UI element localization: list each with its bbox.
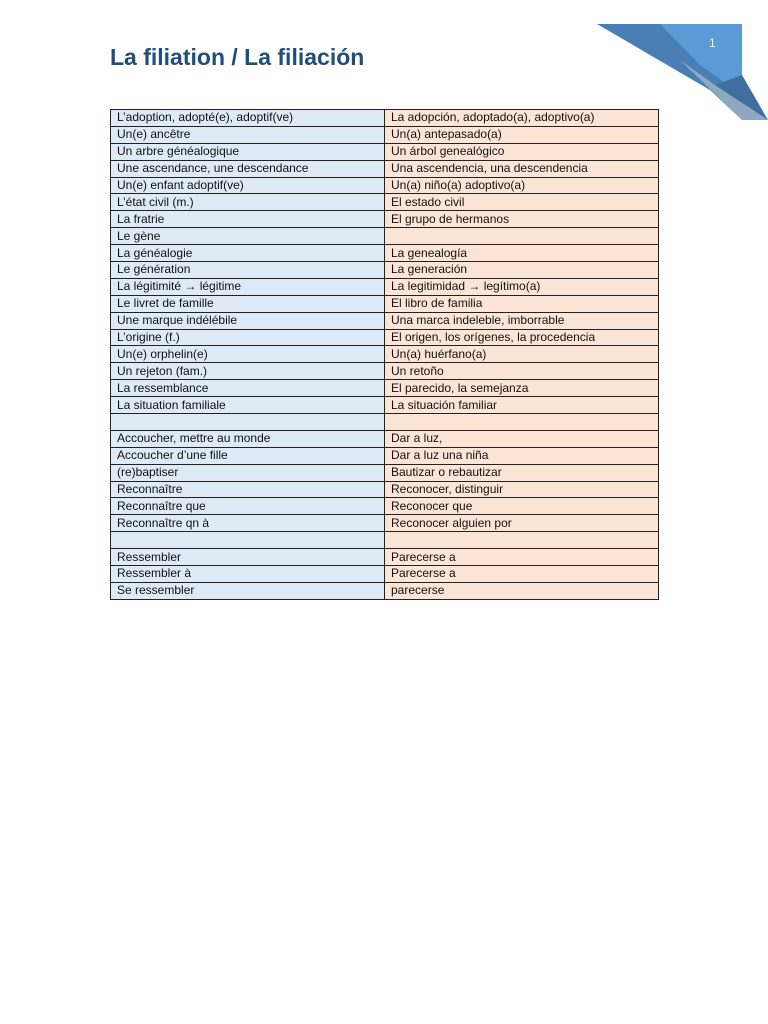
spanish-term: El estado civil <box>384 193 659 212</box>
table-row: Se ressembler parecerse <box>110 581 659 600</box>
french-term <box>110 531 385 550</box>
table-row: Le génération La generación <box>110 261 659 279</box>
table-row: Ressembler Parecerse a <box>110 548 659 567</box>
spanish-term: Un árbol genealógico <box>384 142 659 161</box>
page-number: 1 <box>709 36 716 50</box>
french-term: Une marque indélébile <box>110 311 385 330</box>
table-row: Un(e) orphelin(e) Un(a) huérfano(a) <box>110 345 659 364</box>
spanish-term: Una marca indeleble, imborrable <box>384 311 659 330</box>
french-term: (re)baptiser <box>110 463 385 482</box>
french-term: Reconnaître que <box>110 497 385 516</box>
table-row: Un rejeton (fam.) Un retoño <box>110 362 659 381</box>
french-term: Un rejeton (fam.) <box>110 362 385 381</box>
french-term: Le génération <box>110 261 385 279</box>
french-term: Un(e) ancêtre <box>110 125 385 144</box>
table-row: La situation familiale La situación famil… <box>110 396 659 415</box>
spanish-term: El grupo de hermanos <box>384 210 659 229</box>
spanish-term: La generación <box>384 261 659 279</box>
french-term: L’adoption, adopté(e), adoptif(ve) <box>110 109 385 127</box>
french-term: Accoucher, mettre au monde <box>110 429 385 448</box>
spanish-term: El origen, los orígenes, la procedencia <box>384 328 659 347</box>
table-row: Une marque indélébile Una marca indeleble… <box>110 311 659 330</box>
french-term: Se ressembler <box>110 581 385 600</box>
vocabulary-table: L’adoption, adopté(e), adoptif(ve) La ado… <box>110 109 659 600</box>
spanish-term: Parecerse a <box>384 565 659 583</box>
french-term: Le livret de famille <box>110 294 385 313</box>
spanish-term: La genealogía <box>384 244 659 263</box>
spanish-term: Bautizar o rebautizar <box>384 463 659 482</box>
spanish-term: Dar a luz, <box>384 429 659 448</box>
french-term: La légitimité → légitime <box>110 277 385 296</box>
table-row: La fratrie El grupo de hermanos <box>110 210 659 229</box>
spanish-term: El parecido, la semejanza <box>384 379 659 398</box>
table-row: L’origine (f.) El origen, los orígenes, l… <box>110 328 659 347</box>
spanish-term: Parecerse a <box>384 548 659 567</box>
table-row: Un arbre généalogique Un árbol genealógic… <box>110 142 659 161</box>
french-term: Accoucher d’une fille <box>110 446 385 465</box>
spanish-term: Reconocer que <box>384 497 659 516</box>
spanish-term: La legitimidad → legítimo(a) <box>384 277 659 296</box>
table-row: Un(e) ancêtre Un(a) antepasado(a) <box>110 125 659 144</box>
french-term: Un(e) orphelin(e) <box>110 345 385 364</box>
table-row: Une ascendance, une descendance Una ascen… <box>110 159 659 178</box>
french-term: Le gène <box>110 227 385 246</box>
spanish-term: Reconocer alguien por <box>384 514 659 533</box>
spanish-term: Una ascendencia, una descendencia <box>384 159 659 178</box>
spanish-term: parecerse <box>384 581 659 600</box>
french-term: Une ascendance, une descendance <box>110 159 385 178</box>
table-row: La légitimité → légitime La legitimidad →… <box>110 277 659 296</box>
table-row: Ressembler à Parecerse a <box>110 565 659 583</box>
table-row <box>110 531 659 550</box>
table-row <box>110 413 659 431</box>
spanish-term: El libro de familia <box>384 294 659 313</box>
table-row: L’état civil (m.) El estado civil <box>110 193 659 212</box>
spanish-term <box>384 227 659 246</box>
table-row: Le livret de famille El libro de familia <box>110 294 659 313</box>
french-term: L’état civil (m.) <box>110 193 385 212</box>
table-row: Accoucher d’une fille Dar a luz una niña <box>110 446 659 465</box>
french-term: Ressembler à <box>110 565 385 583</box>
french-term: Reconnaître qn à <box>110 514 385 533</box>
table-row: Le gène <box>110 227 659 246</box>
spanish-term: Un(a) niño(a) adoptivo(a) <box>384 176 659 195</box>
french-term: La situation familiale <box>110 396 385 415</box>
spanish-term: Un(a) huérfano(a) <box>384 345 659 364</box>
spanish-term <box>384 413 659 431</box>
table-row: (re)baptiser Bautizar o rebautizar <box>110 463 659 482</box>
table-row: Reconnaître qn à Reconocer alguien por <box>110 514 659 533</box>
spanish-term <box>384 531 659 550</box>
french-term: Reconnaître <box>110 480 385 499</box>
spanish-term: Un(a) antepasado(a) <box>384 125 659 144</box>
french-term: Un(e) enfant adoptif(ve) <box>110 176 385 195</box>
french-term: Ressembler <box>110 548 385 567</box>
spanish-term: Reconocer, distinguir <box>384 480 659 499</box>
spanish-term: Un retoño <box>384 362 659 381</box>
spanish-term: La adopción, adoptado(a), adoptivo(a) <box>384 109 659 127</box>
spanish-term: Dar a luz una niña <box>384 446 659 465</box>
table-row: Reconnaître que Reconocer que <box>110 497 659 516</box>
table-row: La ressemblance El parecido, la semejanza <box>110 379 659 398</box>
french-term: Un arbre généalogique <box>110 142 385 161</box>
french-term: La fratrie <box>110 210 385 229</box>
french-term: La généalogie <box>110 244 385 263</box>
french-term: La ressemblance <box>110 379 385 398</box>
table-row: L’adoption, adopté(e), adoptif(ve) La ado… <box>110 109 659 127</box>
spanish-term: La situación familiar <box>384 396 659 415</box>
french-term <box>110 413 385 431</box>
page-title: La filiation / La filiación <box>110 44 365 70</box>
table-row: La généalogie La genealogía <box>110 244 659 263</box>
table-row: Un(e) enfant adoptif(ve) Un(a) niño(a) ad… <box>110 176 659 195</box>
french-term: L’origine (f.) <box>110 328 385 347</box>
table-row: Accoucher, mettre au monde Dar a luz, <box>110 429 659 448</box>
table-row: Reconnaître Reconocer, distinguir <box>110 480 659 499</box>
corner-decoration <box>597 24 768 120</box>
